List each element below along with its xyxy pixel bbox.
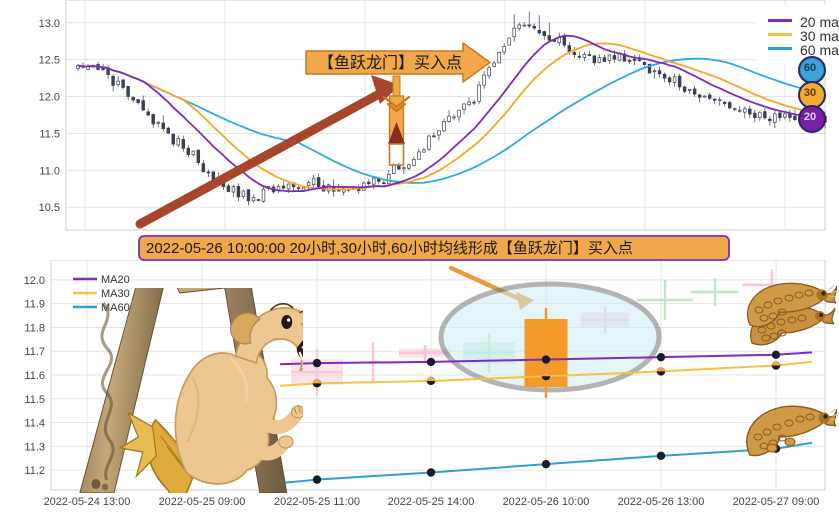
svg-text:2022-05-26 10:00:00 20小时,30小时,: 2022-05-26 10:00:00 20小时,30小时,60小时均线形成【鱼… bbox=[146, 239, 633, 257]
svg-text:【鱼跃龙门】买入点: 【鱼跃龙门】买入点 bbox=[318, 54, 462, 72]
